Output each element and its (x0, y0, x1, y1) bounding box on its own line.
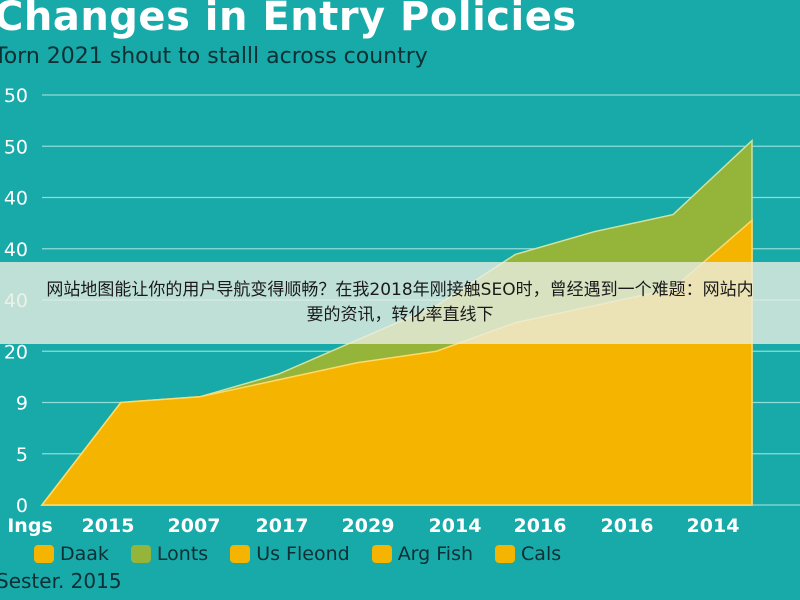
x-axis-ticks: Ings 2015 2007 2017 2029 2014 2016 2016 2014 (7, 515, 739, 537)
y-tick-label: 40 (4, 188, 28, 210)
legend-item: Cals (495, 543, 561, 565)
y-tick-label: 40 (4, 239, 28, 261)
overlay-line-2: 要的资讯，转化率直线下 (306, 305, 494, 325)
x-tick-label: 2016 (514, 515, 567, 537)
y-tick-label: 0 (16, 495, 28, 517)
legend-item: Daak (34, 543, 109, 565)
legend-item: Us Fleond (230, 543, 350, 565)
x-tick-label: 2014 (429, 515, 482, 537)
overlay-banner: 网站地图能让你的用户导航变得顺畅？在我2018年刚接触SEO时，曾经遇到一个难题… (0, 262, 800, 344)
legend-label: Lonts (156, 543, 209, 565)
legend-label: Cals (521, 543, 562, 565)
x-tick-label: Ings (7, 515, 53, 537)
y-tick-label: 20 (4, 341, 28, 363)
legend-label: Us Fleond (256, 543, 350, 565)
legend-swatch (371, 545, 392, 563)
chart-subtitle: Torn 2021 shout to stalll across country (0, 44, 428, 69)
x-tick-label: 2014 (687, 515, 740, 537)
x-tick-label: 2017 (256, 515, 309, 537)
legend-label: Daak (60, 543, 109, 565)
legend-swatch (495, 545, 516, 563)
legend-swatch (34, 545, 54, 563)
x-tick-label: 2007 (168, 515, 221, 537)
legend-swatch (230, 545, 251, 563)
y-tick-label: 5 (16, 444, 28, 466)
x-tick-label: 2015 (82, 515, 135, 537)
footer-note: Sester. 2015 (0, 569, 122, 593)
chart-title: Changes in Entry Policies (0, 0, 577, 40)
y-tick-label: 50 (4, 85, 28, 107)
y-tick-label: 50 (4, 136, 28, 158)
overlay-line-1: 网站地图能让你的用户导航变得顺畅？在我2018年刚接触SEO时，曾经遇到一个难题… (46, 280, 754, 300)
legend-item: Arg Fish (371, 543, 474, 565)
legend-item: Lonts (130, 543, 209, 565)
x-tick-label: 2016 (601, 515, 654, 537)
legend-label: Arg Fish (397, 543, 474, 565)
y-tick-label: 9 (16, 393, 28, 415)
x-tick-label: 2029 (342, 515, 395, 537)
legend: Daak Lonts Us Fleond Arg Fish Cals (0, 541, 800, 567)
legend-swatch (130, 545, 151, 563)
